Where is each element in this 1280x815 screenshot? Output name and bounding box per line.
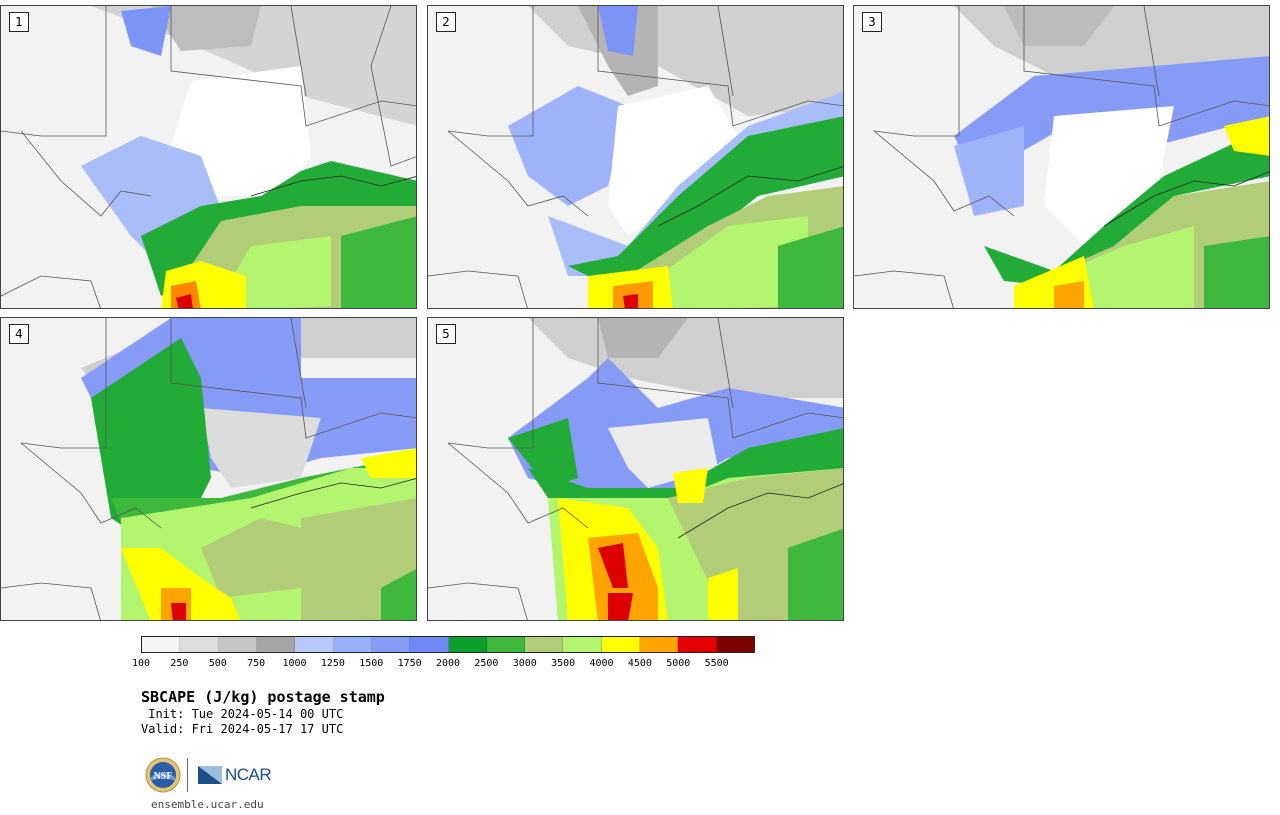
colorbar-ticks: 100 250 500 750 1000 1250 1500 1750 2000 2500 3000… xyxy=(132,658,755,672)
map-panel-5: 5 xyxy=(427,317,844,621)
colorbar-swatch xyxy=(333,637,372,652)
nsf-logo-icon: NSF xyxy=(145,757,181,793)
site-url: ensemble.ucar.edu xyxy=(151,798,264,811)
colorbar-swatch xyxy=(716,637,754,652)
map-panel-1: 1 xyxy=(0,5,417,309)
nsf-logo-text: NSF xyxy=(154,771,173,782)
colorbar-swatch xyxy=(142,637,181,652)
panel-label: 3 xyxy=(862,12,882,32)
colorbar-tick-label: 1250 xyxy=(320,658,345,669)
colorbar-swatch xyxy=(371,637,411,652)
map-2 xyxy=(428,6,843,308)
colorbar-tick-label: 4500 xyxy=(627,658,652,669)
colorbar-swatch xyxy=(678,637,717,652)
colorbar-tick-label: 2000 xyxy=(435,658,461,669)
colorbar-swatch xyxy=(640,637,679,652)
panel-label: 2 xyxy=(436,12,456,32)
colorbar-tick-label: 750 xyxy=(247,658,266,669)
colorbar-swatch xyxy=(486,637,526,652)
colorbar-tick-label: 500 xyxy=(208,658,227,669)
colorbar-tick-label: 100 xyxy=(131,658,151,669)
colorbar-tick-label: 5000 xyxy=(666,658,691,669)
valid-time: Valid: Fri 2024-05-17 17 UTC xyxy=(141,722,344,736)
colorbar-swatch xyxy=(180,637,219,652)
logo-divider xyxy=(187,758,188,792)
map-3 xyxy=(854,6,1269,308)
colorbar-swatch xyxy=(295,637,334,652)
ncar-mark-icon xyxy=(198,766,222,784)
map-panel-3: 3 xyxy=(853,5,1270,309)
colorbar xyxy=(141,636,755,653)
map-panel-2: 2 xyxy=(427,5,844,309)
colorbar-tick-label: 3000 xyxy=(512,658,537,669)
colorbar-swatch xyxy=(525,637,564,652)
map-panel-4: 4 xyxy=(0,317,417,621)
init-time: Init: Tue 2024-05-14 00 UTC xyxy=(141,707,344,721)
colorbar-tick-label: 2500 xyxy=(474,658,499,669)
colorbar-tick-label: 250 xyxy=(170,658,189,669)
ncar-logo: NCAR xyxy=(197,763,272,787)
ncar-logo-text: NCAR xyxy=(225,765,272,784)
colorbar-tick-label: 1500 xyxy=(359,658,384,669)
colorbar-tick-label: 4000 xyxy=(589,658,614,669)
colorbar-tick-label: 1750 xyxy=(397,658,422,669)
colorbar-swatch xyxy=(448,637,487,652)
map-1 xyxy=(1,6,416,308)
colorbar-swatch xyxy=(256,637,296,652)
colorbar-swatch xyxy=(218,637,257,652)
panel-label: 1 xyxy=(9,12,29,32)
panel-label: 4 xyxy=(9,324,29,344)
colorbar-tick-label: 1000 xyxy=(282,658,307,669)
colorbar-tick-label: 3500 xyxy=(551,658,576,669)
plot-title: SBCAPE (J/kg) postage stamp xyxy=(141,688,385,706)
map-4 xyxy=(1,318,416,620)
colorbar-swatch xyxy=(410,637,449,652)
colorbar-tick-label: 5500 xyxy=(704,658,729,669)
colorbar-swatch xyxy=(563,637,602,652)
map-5 xyxy=(428,318,843,620)
panel-label: 5 xyxy=(436,324,456,344)
colorbar-swatch xyxy=(601,637,641,652)
